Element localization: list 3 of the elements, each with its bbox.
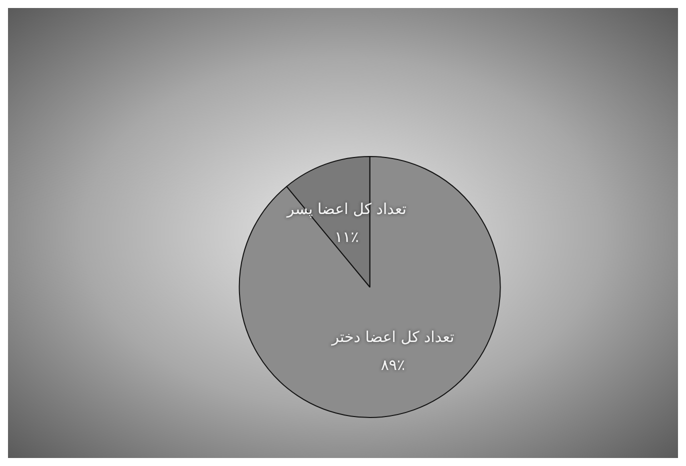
slice-label: تعداد کل اعضا دختر	[330, 328, 454, 346]
data-label: ۸۹٪	[380, 356, 406, 374]
data-label: ۱۱٪	[334, 228, 359, 246]
